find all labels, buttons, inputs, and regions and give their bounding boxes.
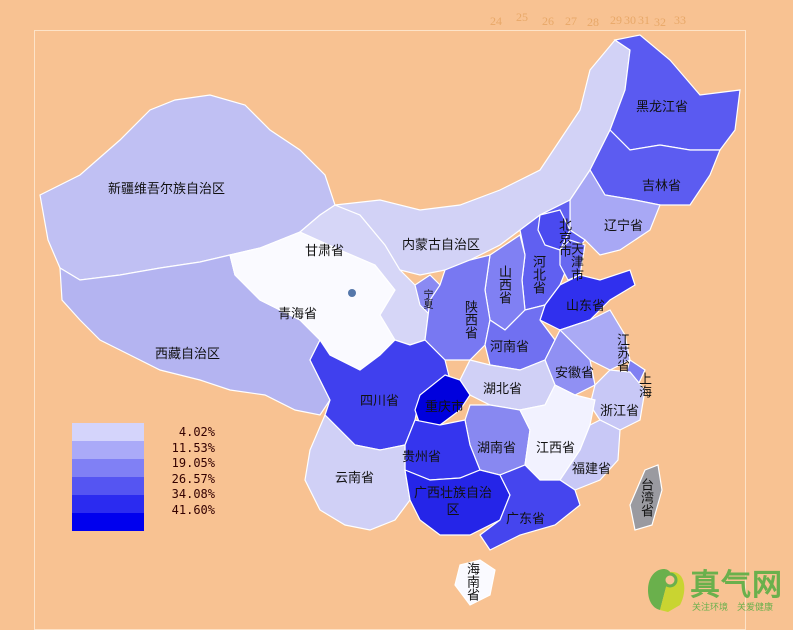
label-shanxi: 山西省 [496, 265, 511, 304]
label-jiangxi: 江西省 [536, 441, 576, 456]
scale-number: 31 [638, 13, 650, 27]
legend-label: 41.60% [171, 502, 215, 517]
province-guangdong[interactable] [479, 464, 581, 551]
label-jiangsu: 江苏省 [614, 333, 629, 372]
province-shaanxi[interactable] [424, 254, 491, 361]
province-taiwan[interactable] [629, 464, 663, 531]
scale-number: 25 [516, 10, 528, 24]
legend-swatch [72, 441, 144, 459]
label-ningxia: 宁夏 [421, 289, 432, 309]
label-gansu: 甘肃省 [305, 244, 345, 259]
scale-number: 30 [624, 13, 636, 27]
logo-icon [648, 569, 685, 612]
legend-label: 26.57% [171, 471, 215, 486]
province-shandong[interactable] [539, 269, 636, 331]
label-yunnan: 云南省 [335, 471, 375, 486]
label-beijing: 北京市 [556, 218, 571, 257]
legend [72, 423, 144, 531]
label-inner-mongolia: 内蒙古自治区 [402, 238, 481, 253]
scale-number: 29 [610, 13, 622, 27]
scale-number: 26 [542, 14, 554, 28]
scale-number: 32 [654, 15, 666, 29]
legend-label: 11.53% [171, 440, 215, 455]
label-shanghai: 上海 [636, 372, 651, 398]
label-qinghai: 青海省 [278, 307, 318, 322]
label-xinjiang: 新疆维吾尔族自治区 [108, 182, 226, 197]
label-shaanxi: 陕西省 [462, 300, 477, 339]
legend-swatch [72, 477, 144, 495]
label-hainan: 海南省 [464, 562, 479, 601]
qinghai-lake [348, 289, 356, 297]
label-heilongjiang: 黑龙江省 [636, 100, 689, 115]
legend-swatch [72, 513, 144, 531]
label-hubei: 湖北省 [483, 382, 523, 397]
label-chongqing: 重庆市 [425, 400, 465, 415]
province-hainan[interactable] [454, 559, 496, 606]
legend-label: 34.08% [171, 487, 215, 501]
label-tibet: 西藏自治区 [155, 347, 221, 362]
label-guizhou: 贵州省 [402, 450, 442, 465]
label-zhejiang: 浙江省 [600, 404, 640, 419]
logo-title: 真气网 [690, 568, 783, 603]
legend-swatch [72, 495, 144, 513]
legend-label: 19.05% [171, 456, 215, 470]
logo-subtitle: 关注环境 关爱健康 [692, 603, 774, 613]
label-guangxi: 广西壮族自治区 [413, 486, 492, 518]
scale-number: 27 [565, 14, 577, 28]
scale-number: 33 [674, 13, 686, 27]
logo: 真气网 关注环境 关爱健康 [640, 560, 790, 620]
label-taiwan: 台湾省 [638, 478, 653, 517]
scale-number: 28 [587, 15, 599, 29]
scale-number: 24 [490, 14, 502, 28]
legend-swatch [72, 459, 144, 477]
label-tianjin: 天津市 [568, 242, 583, 281]
label-henan: 河南省 [490, 340, 530, 355]
province-heilongjiang[interactable] [609, 34, 741, 151]
legend-swatch [72, 423, 144, 441]
label-sichuan: 四川省 [360, 394, 400, 409]
label-liaoning: 辽宁省 [604, 219, 644, 234]
label-guangdong: 广东省 [506, 512, 546, 527]
label-shandong: 山东省 [566, 299, 606, 314]
label-hunan: 湖南省 [477, 441, 517, 456]
label-fujian: 福建省 [572, 462, 612, 477]
label-anhui: 安徽省 [555, 366, 595, 381]
label-hebei: 河北省 [530, 255, 545, 294]
legend-label: 4.02% [178, 425, 215, 439]
province-yunnan[interactable] [304, 413, 411, 531]
legend-labels: 4.02% 11.53% 19.05% 26.57% 34.08% 41.60% [145, 425, 215, 518]
label-jilin: 吉林省 [642, 179, 682, 194]
